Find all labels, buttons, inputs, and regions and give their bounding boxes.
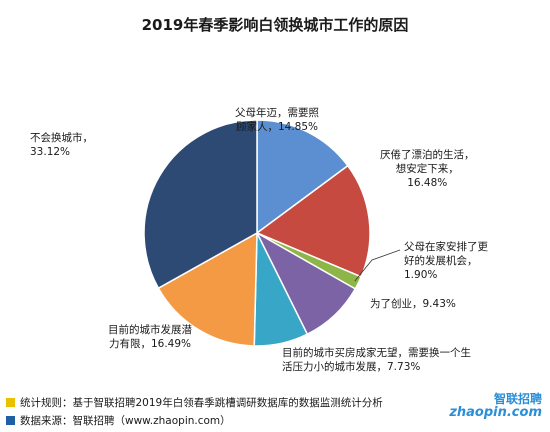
slice-label-startup: 为了创业，9.43% — [370, 297, 456, 311]
source-marker — [6, 416, 15, 425]
slice-label-line: 力有限，16.49% — [108, 338, 192, 350]
leader-line-family-opportunity — [354, 249, 401, 282]
pie-slice-not-moving — [143, 119, 258, 290]
slice-label-line: 目前的城市发展潜 — [108, 324, 192, 336]
slice-label-line: 16.48% — [407, 177, 448, 189]
pie-slice-elderly-parents — [256, 119, 349, 235]
pie-slice-settle-down — [255, 164, 371, 278]
slice-label-line: 活压力小的城市发展，7.73% — [282, 361, 421, 373]
slice-label-not-moving: 不会换城市， 33.12% — [30, 131, 93, 159]
slice-label-line: 33.12% — [30, 146, 71, 158]
slice-label-family-opportunity: 父母在家安排了更 好的发展机会， 1.90% — [404, 240, 488, 282]
slice-label-line: 父母在家安排了更 — [404, 241, 488, 253]
slice-label-line: 好的发展机会， — [404, 255, 478, 267]
slice-label-line: 厌倦了漂泊的生活， — [380, 149, 475, 161]
slice-label-elderly-parents: 父母年迈，需要照 顾家人，14.85% — [235, 106, 319, 134]
slice-label-limited-potential: 目前的城市发展潜 力有限，16.49% — [108, 323, 192, 351]
pie-slice-limited-potential — [157, 231, 258, 347]
slice-label-settle-down: 厌倦了漂泊的生活， 想安定下来， 16.48% — [380, 148, 475, 190]
zhaopin-logo: 智联招聘 zhaopin.com — [449, 392, 542, 420]
slice-label-line: 为了创业，9.43% — [370, 298, 456, 310]
slice-label-line: 1.90% — [404, 269, 438, 281]
slice-label-line: 顾家人，14.85% — [235, 121, 319, 133]
footer-source: 数据来源：智联招聘（www.zhaopin.com） — [6, 413, 231, 428]
slice-label-line: 想安定下来， — [395, 163, 459, 175]
slice-label-line: 不会换城市， — [30, 132, 93, 144]
footer-rule: 统计规则：基于智联招聘2019年白领春季跳槽调研数据库的数据监测统计分析 — [6, 395, 383, 410]
chart-title: 2019年春季影响白领换城市工作的原因 — [141, 16, 409, 34]
slice-label-line: 目前的城市买房成家无望，需要换一个生 — [282, 347, 471, 359]
slice-label-line: 父母年迈，需要照 — [235, 107, 319, 119]
slice-label-housing-pressure: 目前的城市买房成家无望，需要换一个生 活压力小的城市发展，7.73% — [282, 346, 471, 374]
rule-marker — [6, 398, 15, 407]
